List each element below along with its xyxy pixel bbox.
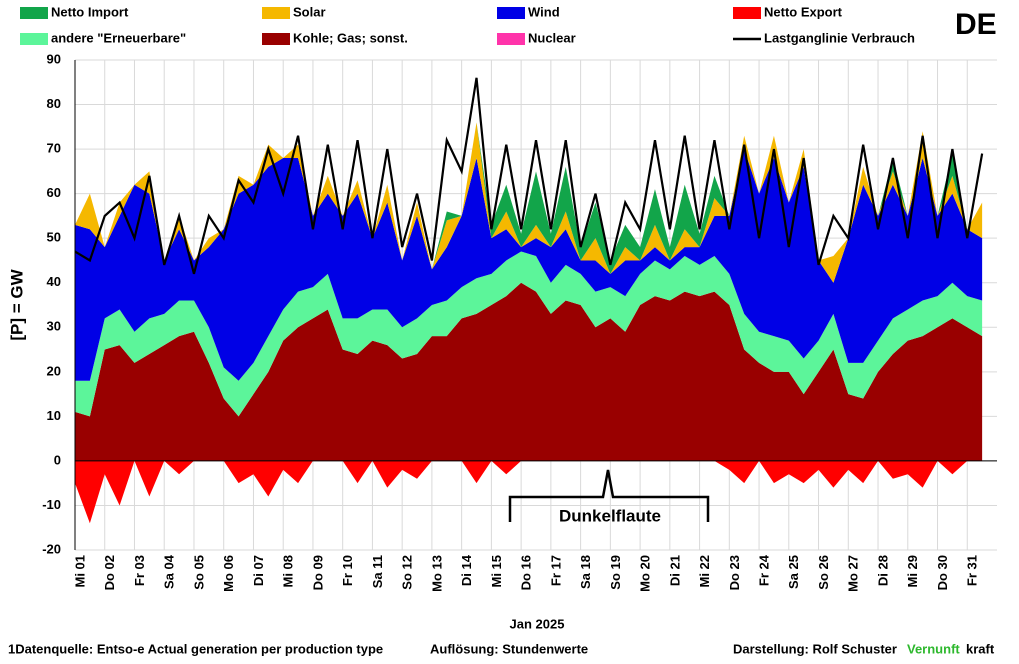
x-tick-label: So 19 bbox=[608, 555, 623, 590]
x-tick-label: Do 02 bbox=[102, 555, 117, 590]
y-tick-label: 30 bbox=[47, 319, 61, 334]
y-tick-label: 90 bbox=[47, 51, 61, 66]
x-tick-label: Sa 04 bbox=[162, 554, 177, 589]
legend-swatch bbox=[497, 33, 525, 45]
x-tick-label: Mi 01 bbox=[72, 555, 87, 588]
x-tick-label: Do 23 bbox=[727, 555, 742, 590]
y-tick-label: 70 bbox=[47, 141, 61, 156]
x-tick-label: Mo 20 bbox=[638, 555, 653, 592]
legend-label: Nuclear bbox=[528, 30, 576, 45]
x-tick-label: Fr 31 bbox=[965, 555, 980, 586]
x-tick-label: Di 28 bbox=[875, 555, 890, 586]
legend-label: Kohle; Gas; sonst. bbox=[293, 30, 408, 45]
area bbox=[75, 460, 983, 524]
x-tick-label: Mo 27 bbox=[846, 555, 861, 592]
bracket bbox=[508, 469, 710, 522]
legend-label: Netto Export bbox=[764, 4, 843, 19]
y-tick-label: -20 bbox=[42, 541, 61, 556]
x-tick-label: Fr 10 bbox=[340, 555, 355, 586]
x-tick-label: Mi 08 bbox=[281, 555, 296, 588]
legend-label: Solar bbox=[293, 4, 326, 19]
legend-label: Lastganglinie Verbrauch bbox=[764, 30, 915, 45]
source: 1Datenquelle: Entso-e Actual generation … bbox=[8, 641, 383, 656]
x-tick-label: Mi 29 bbox=[905, 555, 920, 588]
x-tick-label: Di 14 bbox=[459, 554, 474, 586]
legend-label: andere "Erneuerbare" bbox=[51, 30, 186, 45]
x-tick-label: Fr 24 bbox=[757, 554, 772, 586]
x-tick-label: Fr 17 bbox=[548, 555, 563, 586]
x-tick-label: Sa 25 bbox=[786, 555, 801, 589]
legend-swatch bbox=[262, 7, 290, 19]
y-tick-label: 10 bbox=[47, 408, 61, 423]
x-tick-label: Mi 22 bbox=[697, 555, 712, 588]
x-tick-label: Fr 03 bbox=[132, 555, 147, 586]
brand: Vernunft bbox=[907, 641, 960, 656]
y-axis-label: [P] = GW bbox=[7, 268, 26, 340]
x-tick-label: Do 16 bbox=[519, 555, 534, 590]
annotation: Dunkelflaute bbox=[559, 506, 661, 525]
legend-swatch bbox=[733, 7, 761, 19]
area bbox=[75, 251, 983, 417]
y-tick-label: 20 bbox=[47, 363, 61, 378]
x-tick-label: Do 30 bbox=[935, 555, 950, 590]
x-tick-label: Mi 15 bbox=[489, 555, 504, 588]
x-tick-label: Mo 13 bbox=[429, 555, 444, 592]
legend-swatch bbox=[20, 7, 48, 19]
legend-label: Wind bbox=[528, 4, 560, 19]
y-tick-label: 80 bbox=[47, 96, 61, 111]
x-axis-label: Jan 2025 bbox=[510, 616, 565, 631]
y-tick-label: 60 bbox=[47, 185, 61, 200]
x-tick-label: Sa 18 bbox=[578, 555, 593, 589]
region: DE bbox=[955, 8, 997, 41]
x-tick-label: So 12 bbox=[400, 555, 415, 590]
legend-swatch bbox=[497, 7, 525, 19]
x-tick-label: Di 07 bbox=[251, 555, 266, 586]
y-tick-label: 50 bbox=[47, 230, 61, 245]
load-line bbox=[74, 77, 984, 275]
area bbox=[75, 282, 983, 461]
resolution: Auflösung: Stundenwerte bbox=[430, 641, 588, 656]
brand: kraft bbox=[966, 641, 995, 656]
legend-label: Netto Import bbox=[51, 4, 129, 19]
y-tick-label: -10 bbox=[42, 497, 61, 512]
x-tick-label: So 26 bbox=[816, 555, 831, 590]
area bbox=[75, 149, 983, 381]
y-tick-label: 0 bbox=[54, 452, 61, 467]
legend-swatch bbox=[20, 33, 48, 45]
legend-swatch bbox=[262, 33, 290, 45]
author: Darstellung: Rolf Schuster bbox=[733, 641, 897, 656]
x-tick-label: So 05 bbox=[191, 555, 206, 590]
x-tick-label: Sa 11 bbox=[370, 555, 385, 588]
x-tick-label: Di 21 bbox=[667, 555, 682, 586]
y-tick-label: 40 bbox=[47, 274, 61, 289]
x-tick-label: Do 09 bbox=[310, 555, 325, 590]
x-tick-label: Mo 06 bbox=[221, 555, 236, 592]
